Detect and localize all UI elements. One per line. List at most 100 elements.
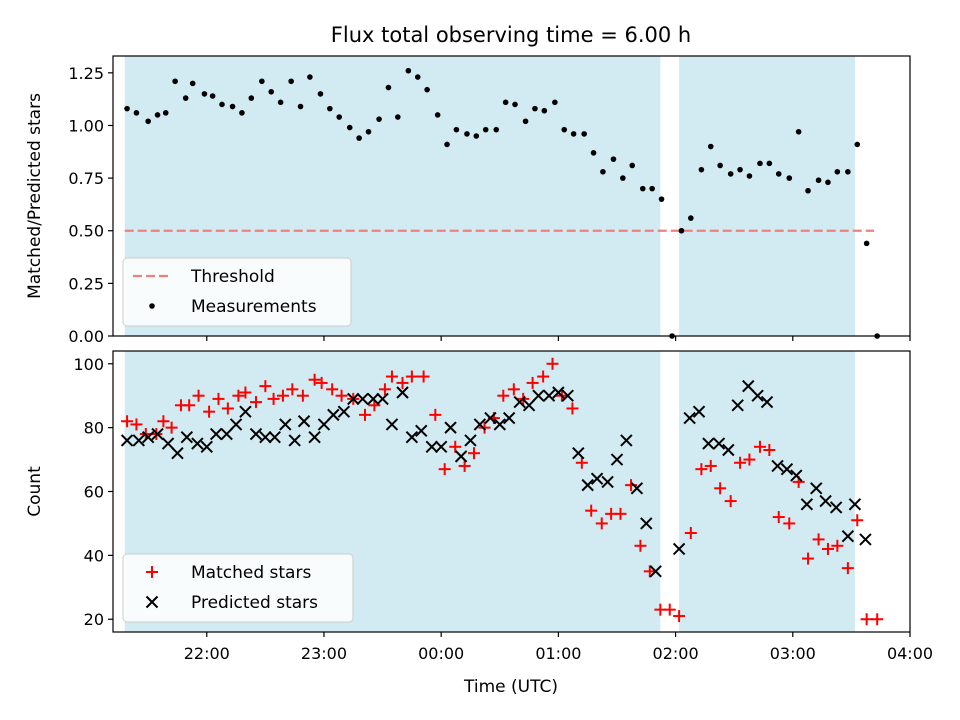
data-point [267,392,280,405]
data-point [704,459,717,472]
data-point [454,450,468,463]
data-point [775,171,782,177]
legend-label: Threshold [190,267,275,287]
data-point [572,446,585,460]
data-point [570,131,577,137]
data-point [405,370,418,383]
data-point [346,124,353,131]
data-point [415,424,428,438]
data-point [157,415,170,428]
data-point [595,517,608,530]
data-point [546,357,559,370]
data-point [771,459,784,473]
data-point [639,185,646,192]
data-point [805,187,811,194]
data-point [192,389,205,402]
data-point [268,88,275,95]
data-point [601,475,614,489]
data-point [561,126,568,133]
data-point [212,392,225,405]
data-point [297,103,304,110]
data-point [356,392,369,406]
data-point [385,418,399,431]
observing-window-bottom-1 [679,351,855,632]
y-axis-label-top: Matched/Predicted stars [25,93,45,299]
data-point [552,386,565,399]
data-point [532,389,545,402]
data-point [507,383,520,396]
data-point [183,399,196,412]
data-point [165,421,178,434]
data-point [815,177,822,184]
data-point [288,434,301,447]
data-point [712,437,726,450]
data-point [734,456,747,469]
data-point [634,539,647,552]
data-point [678,227,685,234]
data-point [221,402,234,415]
data-point [141,431,155,444]
x-tick-label: 01:00 [535,644,581,663]
data-point [326,383,339,396]
data-point [229,418,243,431]
data-point [695,463,708,476]
data-point [698,166,705,173]
data-point [239,405,252,418]
data-point [502,411,516,425]
data-point [753,440,766,453]
data-point [335,389,348,402]
y-tick-label: 0.00 [68,327,104,346]
series-matched-stars [121,357,884,626]
data-point [473,133,480,139]
x-tick-label: 23:00 [301,644,347,663]
data-point [841,529,855,543]
observing-window-top-1 [679,56,855,336]
y-tick-label: 1.25 [68,64,104,83]
data-point [130,418,143,431]
data-point [783,517,796,530]
data-point [566,402,579,415]
data-point [841,562,854,575]
data-point [268,431,281,444]
data-point [356,135,362,141]
y-tick-label: 60 [84,483,104,502]
y-tick-label: 1.00 [68,116,104,135]
data-point [800,498,814,511]
data-point [424,86,430,93]
data-point [590,150,597,156]
data-point [385,370,398,383]
data-point [308,373,321,386]
data-point [658,196,665,202]
data-point [821,542,834,555]
data-point [145,118,151,125]
data-point [182,95,189,101]
data-point [859,533,872,546]
data-point [649,565,662,578]
data-point [154,112,161,118]
data-point [296,389,309,402]
chart-title: Flux total observing time = 6.00 h [331,23,691,47]
data-point [259,380,272,393]
data-point [731,399,744,412]
data-point [327,105,333,112]
data-point [434,440,448,454]
data-point [742,379,755,393]
data-point [772,511,785,524]
data-point [376,392,389,406]
data-point [795,128,802,135]
data-point [279,418,292,431]
data-point [692,405,706,418]
data-point [120,434,134,447]
data-point [757,160,763,167]
legend-top: Threshold Measurements [122,257,352,327]
data-point [429,408,442,421]
data-point [707,143,714,150]
x-tick-label: 22:00 [184,644,230,663]
panel-bottom: 20 40 60 80 100 22:00 23:00 00:00 01:00 02:00 03:0… [25,350,933,663]
data-point [766,160,773,167]
data-point [200,440,213,454]
data-point [259,78,265,85]
data-point [585,504,598,517]
data-point [819,494,832,508]
data-point [315,376,328,389]
